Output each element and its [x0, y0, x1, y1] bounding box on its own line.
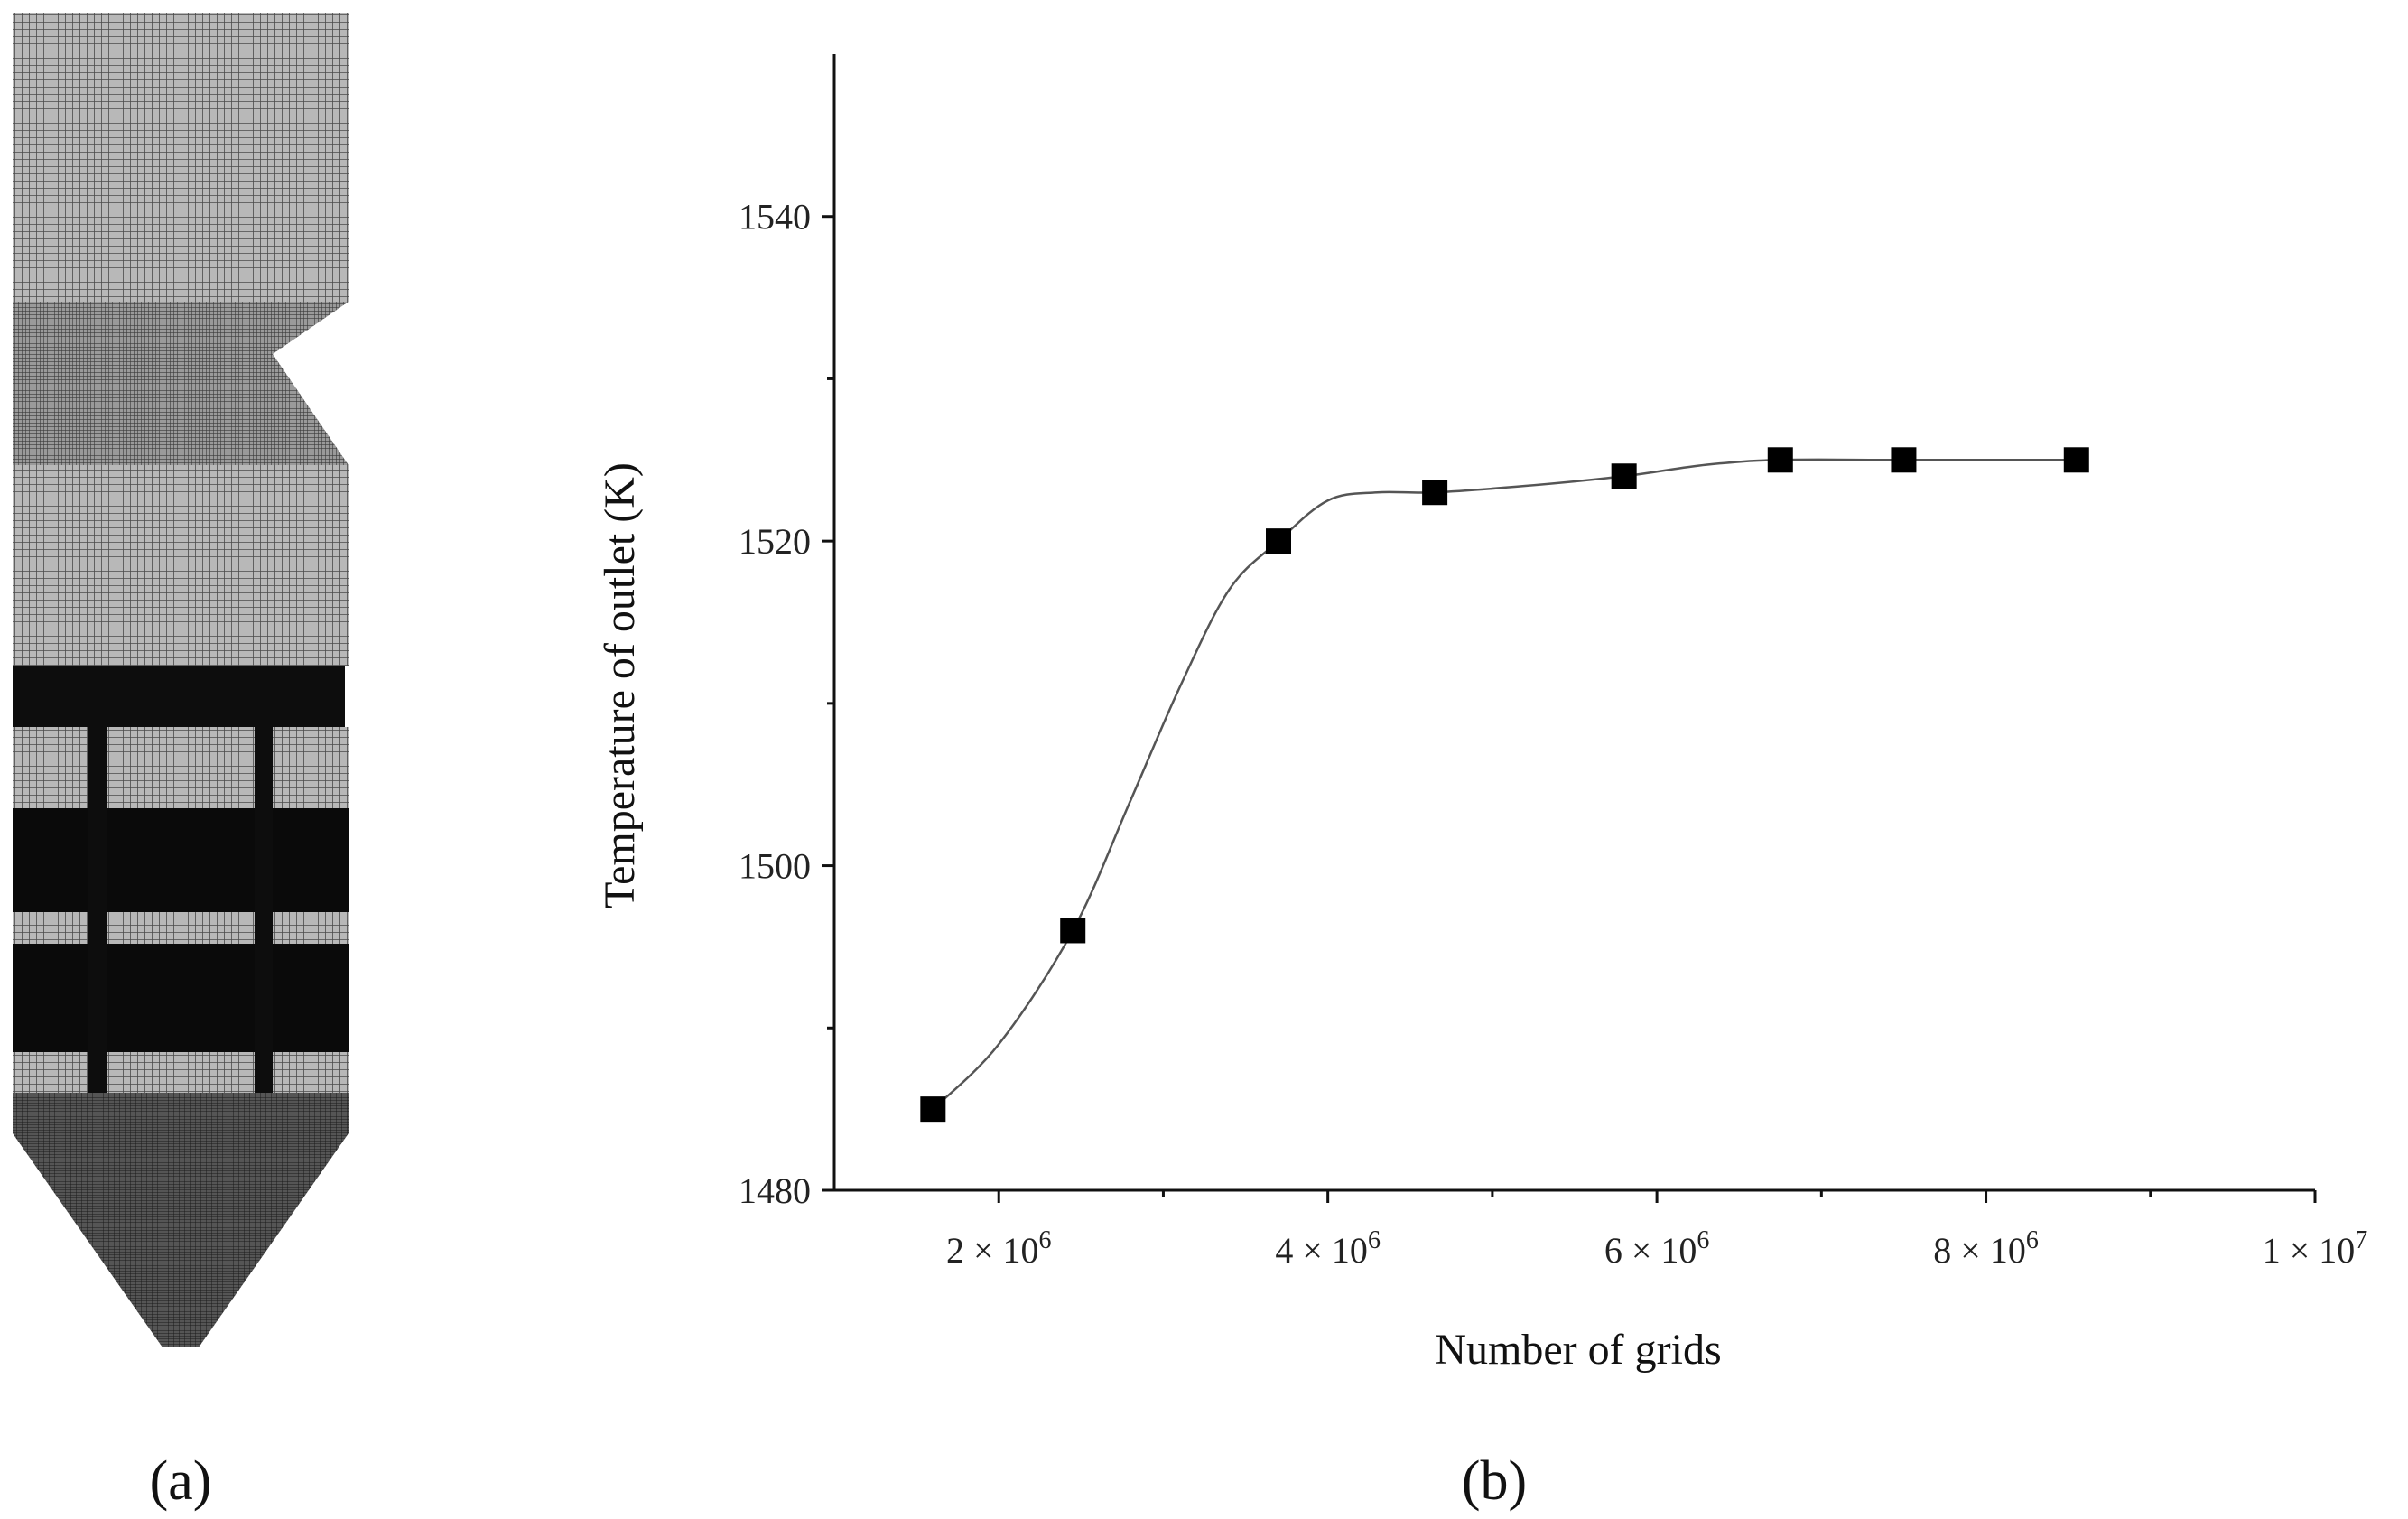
x-tick-exponent: 6 [1368, 1226, 1381, 1254]
data-point [1060, 918, 1086, 944]
mesh-throat-section [13, 302, 349, 465]
data-point [1611, 463, 1637, 489]
data-point [1767, 447, 1793, 473]
y-axis-title: Temperature of outlet (K) [596, 462, 644, 909]
y-tick-label: 1500 [739, 846, 811, 887]
y-tick-label: 1480 [739, 1170, 811, 1211]
x-tick-exponent: 6 [1039, 1226, 1052, 1254]
x-tick-exponent: 6 [2026, 1226, 2039, 1254]
data-point [1891, 447, 1917, 473]
x-tick-label: 6 × 106 [1604, 1226, 1710, 1271]
mesh-upper-section [13, 13, 349, 302]
mesh-illustration [13, 13, 349, 1347]
y-tick-label: 1540 [739, 197, 811, 238]
x-tick-label: 1 × 107 [2263, 1226, 2368, 1271]
panel-label-b: (b) [1462, 1450, 1527, 1512]
x-ticks: 2 × 106 4 × 106 6 × 106 8 × 106 1 × 107 [946, 1190, 2367, 1271]
data-point [1422, 480, 1448, 506]
mesh-hopper-top [13, 1093, 349, 1133]
x-tick-exponent: 7 [2355, 1226, 2367, 1254]
mesh-dense-band-3 [13, 944, 349, 1052]
data-point [2063, 447, 2089, 473]
mesh-middle-section [13, 465, 349, 666]
x-tick-mantissa: 8 × 10 [1933, 1230, 2026, 1271]
x-tick-mantissa: 2 × 10 [946, 1230, 1039, 1271]
x-tick-label: 2 × 106 [946, 1226, 1052, 1271]
x-tick-label: 8 × 106 [1933, 1226, 2039, 1271]
y-tick-label: 1520 [739, 521, 811, 562]
mesh-hopper-cone [13, 1133, 349, 1347]
mesh-burner-column-2 [255, 727, 273, 1093]
x-tick-exponent: 6 [1697, 1226, 1709, 1254]
data-markers [920, 447, 2089, 1123]
chart-axes [832, 54, 2315, 1192]
y-ticks: 1480 1500 1520 1540 [739, 197, 834, 1211]
x-tick-mantissa: 6 × 10 [1604, 1230, 1697, 1271]
x-tick-mantissa: 1 × 10 [2263, 1230, 2356, 1271]
data-point [920, 1096, 946, 1123]
mesh-dense-band-1 [13, 666, 345, 727]
mesh-dense-band-2 [13, 808, 349, 912]
x-axis-title: Number of grids [1435, 1326, 1721, 1374]
x-tick-label: 4 × 106 [1275, 1226, 1381, 1271]
x-tick-mantissa: 4 × 10 [1275, 1230, 1368, 1271]
data-point [1266, 528, 1291, 554]
mesh-burner-column-1 [88, 727, 107, 1093]
fit-curve [932, 458, 2077, 1111]
panel-label-a: (a) [150, 1450, 212, 1512]
